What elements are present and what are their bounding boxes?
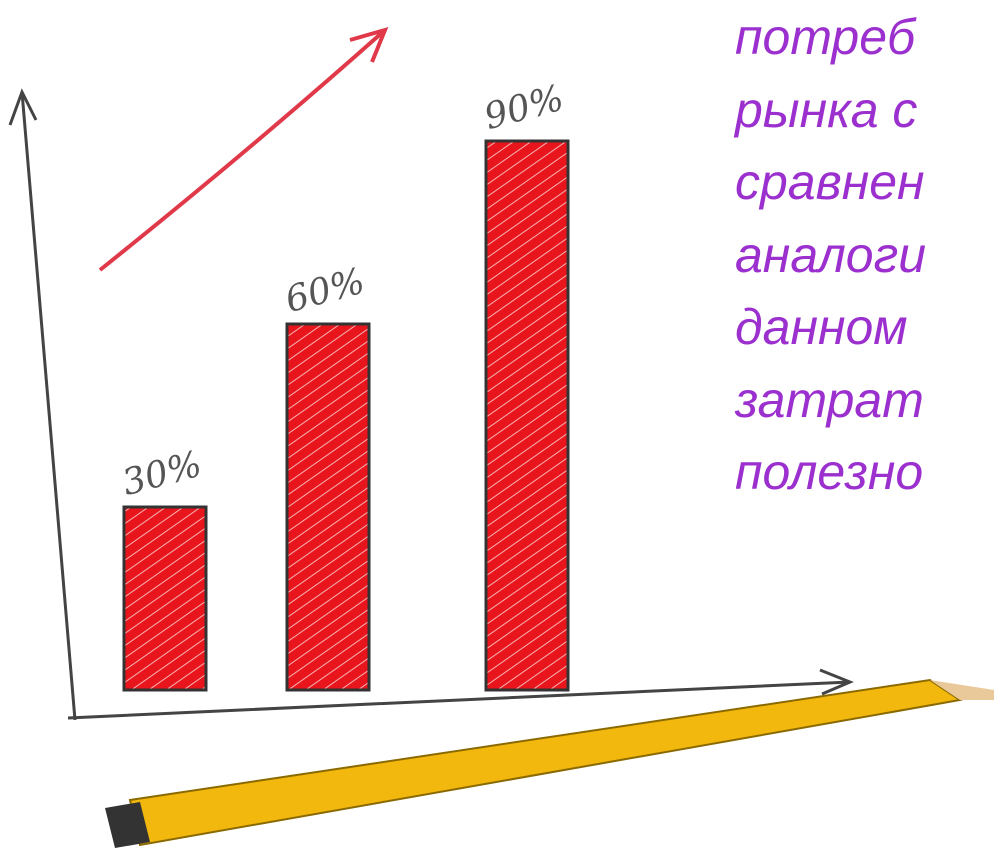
text-line: затрат <box>735 371 924 428</box>
text-line: сравнен <box>735 154 925 210</box>
x-axis <box>67 668 854 720</box>
text-line: потреб <box>735 9 916 65</box>
text-line: рынка с <box>735 81 918 138</box>
bar <box>484 139 570 692</box>
bar <box>285 322 371 692</box>
bar <box>122 505 208 692</box>
text-line: полезно <box>735 444 924 500</box>
pencil <box>105 678 994 848</box>
value-label: 90% <box>480 78 568 138</box>
text-line: данном <box>735 299 908 355</box>
value-label: 30% <box>118 444 206 504</box>
value-label: 60% <box>281 261 369 321</box>
y-axis <box>8 88 77 721</box>
trend-arrow <box>98 26 389 272</box>
text-line: аналоги <box>735 226 927 283</box>
